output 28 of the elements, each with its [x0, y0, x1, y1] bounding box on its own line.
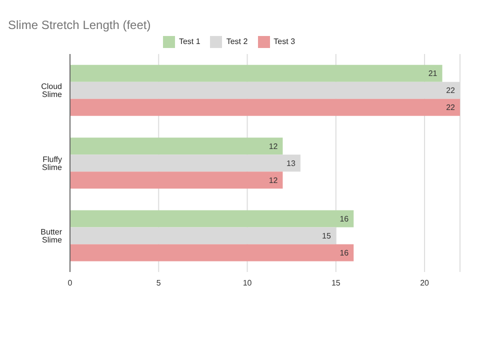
chart-title: Slime Stretch Length (feet): [8, 17, 152, 32]
data-label: 21: [428, 69, 438, 78]
x-tick-label: 5: [156, 278, 162, 288]
bar: [70, 138, 283, 155]
y-tick-label: Cloud Slime: [41, 82, 63, 100]
data-label: 15: [322, 232, 332, 241]
y-tick-label: Fluffy Slime: [42, 154, 63, 172]
data-label: 16: [340, 214, 350, 224]
bar: [70, 172, 283, 189]
legend-label: Test 2: [226, 37, 248, 46]
x-tick-label: 10: [242, 278, 252, 288]
bar: [70, 244, 354, 262]
x-tick-label: 20: [420, 278, 430, 288]
data-label: 13: [286, 158, 296, 168]
y-tick-label: Butter Slime: [40, 228, 63, 245]
bar: [70, 210, 354, 228]
data-label: 16: [340, 248, 350, 258]
data-label: 12: [268, 142, 278, 151]
legend-label: Test 3: [274, 37, 296, 46]
x-tick-label: 0: [68, 278, 73, 288]
x-tick-label: 15: [331, 278, 341, 288]
data-label: 12: [268, 176, 278, 185]
bar: [70, 64, 442, 82]
legend-label: Test 1: [178, 37, 200, 46]
data-label: 22: [446, 103, 456, 112]
bar: [70, 98, 460, 116]
data-label: 22: [446, 86, 456, 96]
bar: [70, 154, 300, 172]
